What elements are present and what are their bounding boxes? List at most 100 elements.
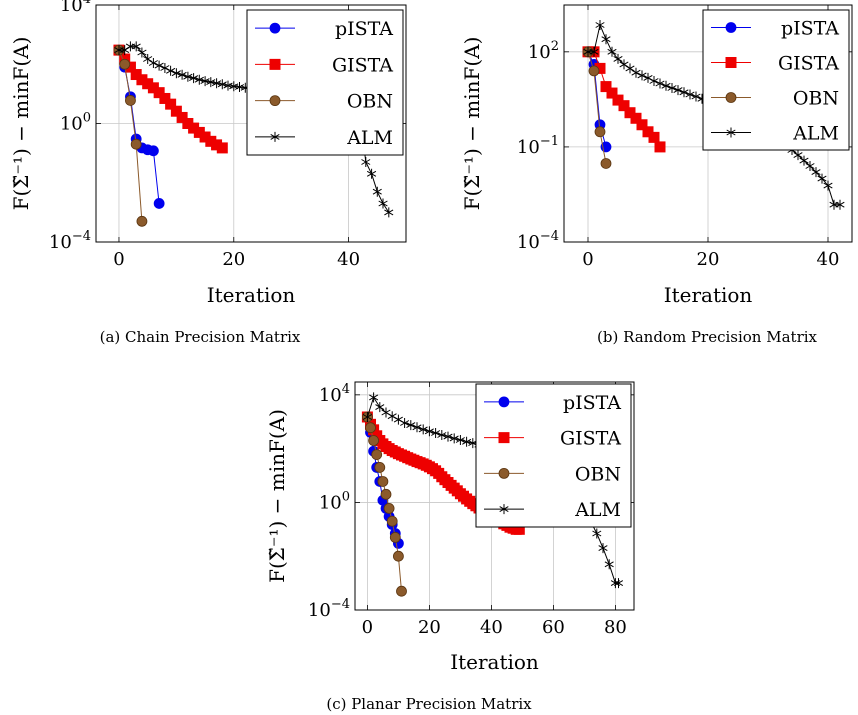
point-alm xyxy=(378,198,388,209)
y-tick-label: 10−1 xyxy=(517,134,559,158)
point-alm xyxy=(805,161,815,171)
point-alm xyxy=(194,74,204,85)
point-alm xyxy=(661,80,671,91)
point-alm xyxy=(143,54,153,64)
point-alm xyxy=(412,422,422,433)
point-alm xyxy=(631,67,641,78)
point-alm xyxy=(366,168,377,179)
point-alm xyxy=(154,60,164,71)
point-pista xyxy=(153,198,165,209)
legend-marker-gista xyxy=(269,58,281,70)
point-obn xyxy=(371,449,383,460)
legend-marker-pista xyxy=(725,22,737,33)
point-alm xyxy=(595,20,605,30)
point-alm xyxy=(799,155,809,166)
point-alm xyxy=(400,418,410,428)
point-obn xyxy=(396,585,407,597)
legend: pISTA GISTA OBN ALM xyxy=(475,383,632,528)
point-gista xyxy=(159,92,171,104)
series-line-obn xyxy=(587,51,607,164)
point-gista xyxy=(642,126,654,138)
legend-box xyxy=(475,383,632,528)
point-alm xyxy=(637,70,647,81)
legend-label-alm: ALM xyxy=(574,499,621,521)
point-alm xyxy=(673,85,683,96)
x-tick-label: 60 xyxy=(542,617,565,638)
point-alm xyxy=(362,412,372,422)
point-alm xyxy=(817,173,827,184)
point-obn xyxy=(365,422,376,434)
point-gista xyxy=(176,111,188,123)
point-alm xyxy=(148,58,158,68)
x-axis-label: Iteration xyxy=(207,283,296,307)
x-tick-label: 0 xyxy=(582,249,593,270)
point-alm xyxy=(393,414,403,425)
legend-marker-gista xyxy=(725,57,737,68)
point-alm xyxy=(589,46,599,57)
y-tick-label: 10−4 xyxy=(517,229,559,253)
point-obn xyxy=(125,95,136,106)
point-obn xyxy=(136,215,148,227)
y-tick-label: 10−4 xyxy=(49,229,91,253)
point-obn xyxy=(368,435,380,446)
point-alm xyxy=(177,69,187,80)
y-axis-label: F(Σ̃⁻¹) − minF(A) xyxy=(9,37,33,211)
point-alm xyxy=(601,34,611,45)
panel-random-precision-matrix: 0 20 40 10−4 10−1 102 pISTA GISTA OBN ALM Iteratio… xyxy=(460,4,853,346)
point-alm xyxy=(691,91,701,102)
point-alm xyxy=(613,578,624,589)
point-alm xyxy=(443,431,453,442)
legend-label-gista: GISTA xyxy=(778,53,839,75)
y-tick-label: 104 xyxy=(60,0,91,16)
point-obn xyxy=(392,550,404,562)
point-gista xyxy=(648,131,660,143)
panel-planar-precision-matrix: 0 20 40 60 80 10−4 100 104 pISTA GISTA OBN ALM Itera… xyxy=(265,381,635,713)
point-gista xyxy=(636,119,648,131)
point-alm xyxy=(835,199,845,210)
point-obn xyxy=(383,502,395,514)
point-alm xyxy=(372,186,382,197)
y-axis-label: F(Σ̃⁻¹) − minF(A) xyxy=(265,409,289,583)
point-alm xyxy=(793,150,803,161)
panel-caption: (b) Random Precision Matrix xyxy=(597,328,818,346)
x-tick-label: 40 xyxy=(337,249,360,270)
legend-label-gista: GISTA xyxy=(560,428,621,450)
point-gista xyxy=(165,98,177,110)
point-alm xyxy=(667,83,677,93)
point-alm xyxy=(449,433,459,444)
point-alm xyxy=(137,47,147,58)
point-alm xyxy=(223,80,233,91)
x-tick-label: 80 xyxy=(604,617,627,638)
point-alm xyxy=(171,68,181,79)
point-alm xyxy=(217,79,227,90)
point-gista xyxy=(630,112,642,124)
point-obn xyxy=(600,158,612,169)
point-alm xyxy=(462,436,472,447)
panel-caption: (c) Planar Precision Matrix xyxy=(326,695,532,713)
x-tick-label: 40 xyxy=(480,617,503,638)
point-alm xyxy=(604,559,614,570)
panel-caption: (a) Chain Precision Matrix xyxy=(100,328,301,346)
point-alm xyxy=(455,435,465,445)
legend-marker-alm xyxy=(270,131,280,142)
legend-marker-alm xyxy=(726,127,736,138)
point-gista xyxy=(624,107,636,119)
point-alm xyxy=(437,430,447,440)
point-alm xyxy=(131,41,141,52)
x-axis-label: Iteration xyxy=(450,650,539,674)
y-tick-label: 102 xyxy=(528,39,559,63)
axes-frame xyxy=(563,4,853,243)
legend-marker-obn xyxy=(269,95,281,107)
series-obn xyxy=(361,411,407,597)
legend-marker-alm xyxy=(499,504,509,515)
x-axis-label: Iteration xyxy=(664,283,753,307)
point-alm xyxy=(387,411,397,422)
y-tick-label: 100 xyxy=(60,111,91,135)
legend-marker-pista xyxy=(498,396,510,408)
point-alm xyxy=(592,528,602,539)
point-alm xyxy=(234,82,245,92)
legend-label-pista: pISTA xyxy=(781,18,839,40)
point-alm xyxy=(424,426,434,437)
point-alm xyxy=(361,157,371,167)
